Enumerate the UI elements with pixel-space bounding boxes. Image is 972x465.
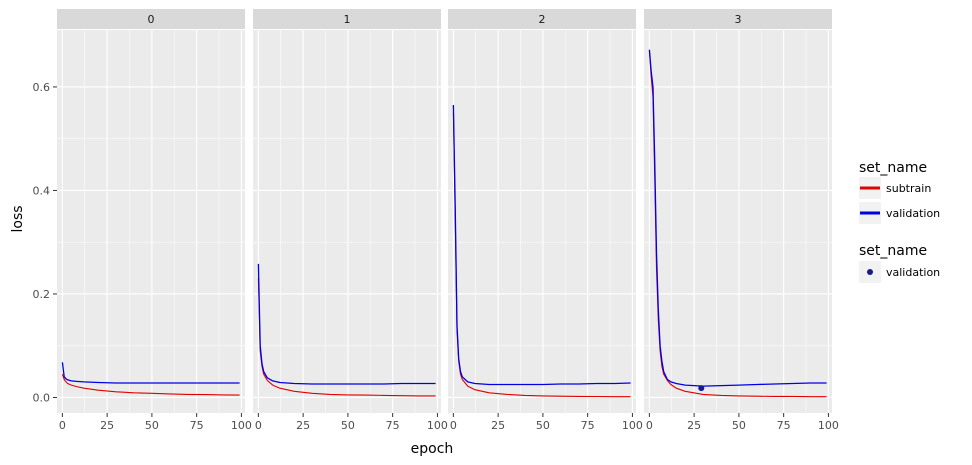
legend-title-lines: set_name [859,160,927,176]
panel-background [57,30,245,413]
x-tick-label: 0 [450,419,457,432]
x-tick-label: 0 [646,419,653,432]
legend-label-validation: validation [886,207,940,220]
y-tick-label: 0.0 [33,391,51,404]
x-tick-label: 25 [687,419,701,432]
x-tick-label: 25 [491,419,505,432]
series-line-validation [257,263,436,385]
x-tick-label: 0 [255,419,262,432]
x-tick-label: 100 [231,419,252,432]
y-tick-label: 0.4 [33,184,51,197]
x-tick-label: 0 [59,419,66,432]
series-line-validation [648,49,827,387]
x-axis-title: epoch [411,441,454,457]
x-tick-label: 25 [296,419,310,432]
facet-strip [253,9,441,29]
point-validation [698,385,705,392]
facet-strip [57,9,245,29]
x-tick-label: 25 [100,419,114,432]
y-tick-label: 0.2 [33,288,51,301]
x-tick-label: 100 [622,419,643,432]
facet-strip [644,9,832,29]
y-axis-title: loss [10,205,26,232]
legend-label-point-validation: validation [886,266,940,279]
series-line-validation [61,362,240,384]
x-tick-label: 75 [581,419,595,432]
legend-title-points: set_name [859,243,927,259]
series-line-validation [452,104,631,386]
x-tick-label: 50 [536,419,550,432]
x-tick-label: 50 [341,419,355,432]
x-tick-label: 50 [145,419,159,432]
x-tick-label: 75 [190,419,204,432]
legend: set_namesubtrainvalidationset_namevalida… [859,160,940,283]
facet-strip [448,9,636,29]
facet-panel-1: 1 0 25 50 75 100 [253,9,448,432]
panel-background [644,30,832,413]
y-tick-label: 0.6 [33,81,51,94]
facet-strip-label: 0 [148,13,155,26]
x-tick-label: 100 [427,419,448,432]
x-tick-label: 75 [386,419,400,432]
facet-strip-label: 3 [735,13,742,26]
facet-panel-2: 2 0 25 50 75 100 [448,9,643,432]
facet-strip-label: 2 [539,13,546,26]
x-tick-label: 100 [818,419,839,432]
facet-panel-0: 0 0 25 50 75 100 0.0 0.2 0.4 0.6 [33,9,252,432]
facet-strip-label: 1 [344,13,351,26]
x-tick-label: 75 [777,419,791,432]
series-line-subtrain [61,374,240,396]
facet-panel-3: 3 0 25 50 75 100 [644,9,839,432]
panel-background [448,30,636,413]
legend-key-point-validation [867,269,873,275]
legend-label-subtrain: subtrain [886,182,931,195]
panel-background [253,30,441,413]
x-tick-label: 50 [732,419,746,432]
